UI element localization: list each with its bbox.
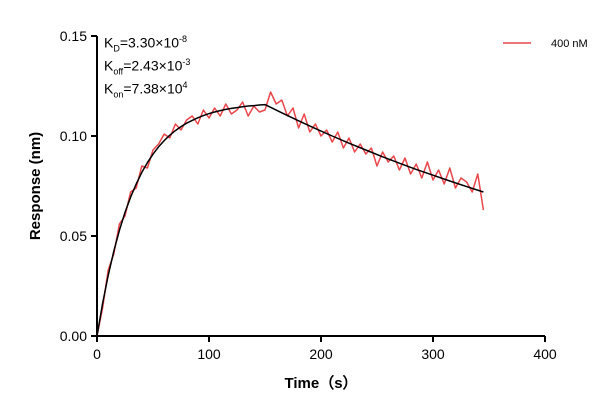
y-tick-label: 0.00	[60, 328, 87, 344]
x-tick-label: 0	[93, 346, 101, 362]
annotation-sub: on	[113, 89, 124, 100]
x-tick-label: 400	[533, 346, 557, 362]
annotation-sup: -3	[182, 57, 191, 67]
y-tick-label: 0.15	[60, 28, 87, 44]
legend-label: 400 nM	[551, 38, 588, 50]
fit-curve-line	[96, 103, 484, 337]
annotation-sub: off	[113, 66, 124, 77]
annotation-base: K	[104, 34, 114, 51]
kinetic-annotation: Kon=7.38×104	[104, 80, 188, 99]
data-series-line	[96, 91, 485, 337]
annotation-text: =2.43×10	[123, 57, 183, 74]
kinetic-annotation: KD=3.30×10-8	[104, 34, 187, 53]
y-tick-label: 0.10	[60, 128, 87, 144]
y-axis-label: Response (nm)	[27, 132, 44, 240]
annotation-text: =3.30×10	[119, 34, 180, 51]
x-tick-label: 100	[197, 346, 221, 362]
x-tick-label: 300	[421, 346, 445, 362]
x-tick-label: 200	[309, 346, 333, 362]
annotation-sub: D	[113, 43, 120, 54]
annotation-sup: 4	[182, 80, 188, 90]
annotation-base: K	[104, 57, 114, 74]
annotation-text: =7.38×10	[123, 80, 183, 97]
annotation-sup: -8	[179, 34, 188, 44]
y-tick-label: 0.05	[60, 228, 87, 244]
x-axis-label: Time（s）	[284, 374, 357, 392]
kinetic-annotation: Koff=2.43×10-3	[104, 57, 190, 76]
annotation-base: K	[104, 80, 114, 97]
